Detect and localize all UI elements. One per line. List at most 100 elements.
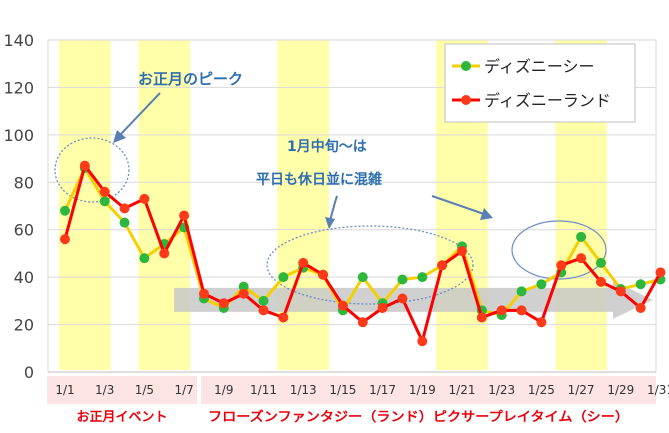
data-point — [119, 203, 130, 214]
y-tick-label: 80 — [14, 173, 34, 192]
arrow-head — [113, 130, 126, 143]
data-point — [99, 196, 110, 207]
data-point — [238, 281, 249, 292]
data-point — [337, 300, 348, 311]
x-tick-label: 1/5 — [135, 383, 154, 397]
data-point — [516, 305, 527, 316]
data-point — [417, 336, 428, 347]
data-point — [318, 269, 329, 280]
data-point — [536, 279, 547, 290]
data-point — [139, 193, 150, 204]
x-tick-label: 1/19 — [409, 383, 436, 397]
data-point — [278, 312, 289, 323]
data-point — [60, 234, 70, 245]
data-point — [198, 288, 209, 299]
y-tick-label: 140 — [3, 31, 34, 50]
data-point — [119, 217, 130, 228]
legend-swatch-marker — [461, 61, 471, 71]
x-tick-label: 1/25 — [528, 383, 555, 397]
data-point — [139, 253, 150, 264]
x-tick-label: 1/11 — [250, 383, 277, 397]
legend-label: ディズニーランド — [484, 91, 611, 110]
y-tick-label: 100 — [3, 126, 34, 145]
data-point — [595, 257, 606, 268]
data-point — [278, 272, 289, 283]
late-january-ellipse — [511, 220, 607, 280]
arrow-head — [325, 217, 335, 229]
x-tick-label: 1/27 — [568, 383, 595, 397]
data-point — [437, 260, 448, 271]
data-point — [258, 295, 269, 306]
y-tick-label: 40 — [14, 268, 34, 287]
annotation-mid-january: 1月中旬～は — [287, 138, 367, 155]
y-tick-label: 60 — [14, 221, 34, 240]
data-point — [595, 276, 606, 287]
event-band-new-year — [47, 376, 198, 404]
y-tick-labels: 0 20 40 60 80 100 120 140 — [3, 31, 34, 382]
data-point — [397, 274, 408, 285]
data-point — [536, 317, 547, 328]
data-point — [99, 186, 110, 197]
data-point — [635, 302, 646, 313]
x-tick-label: 1/9 — [214, 383, 233, 397]
x-tick-label: 1/13 — [290, 383, 317, 397]
highlight-bands — [59, 40, 607, 370]
data-point — [615, 286, 626, 297]
y-tick-label: 20 — [14, 316, 34, 335]
x-tick-label: 1/7 — [174, 383, 193, 397]
data-point — [496, 305, 507, 316]
data-point — [298, 257, 309, 268]
arrow-to-peak — [119, 92, 161, 136]
arrow-to-late-january — [431, 195, 485, 215]
y-tick-label: 120 — [3, 78, 34, 97]
event-bands: お正月イベント フローズンファンタジー（ランド）ピクサープレイタイム（シー） — [47, 376, 656, 425]
data-point — [655, 267, 666, 278]
data-point — [60, 205, 70, 216]
y-tick-label: 0 — [24, 363, 34, 382]
x-tick-label: 1/1 — [55, 383, 74, 397]
data-point — [576, 231, 587, 242]
data-point — [159, 248, 170, 259]
legend-swatch-marker — [461, 95, 471, 105]
event-label-winter: フローズンファンタジー（ランド）ピクサープレイタイム（シー） — [208, 409, 629, 425]
x-tick-labels: 1/1 1/3 1/5 1/7 1/9 1/11 1/13 1/15 1/17 1/19 1/21 1… — [55, 383, 669, 397]
peak-ellipse — [54, 137, 130, 203]
event-label-new-year: お正月イベント — [77, 410, 168, 425]
data-point — [238, 288, 249, 299]
annotation-new-year-peak: お正月のピーク — [138, 70, 243, 88]
annotation-weekday-crowding: 平日も休日並に混雑 — [256, 171, 382, 188]
mid-january-ellipse — [266, 225, 474, 305]
data-point — [576, 253, 587, 264]
data-point — [377, 302, 388, 313]
data-point — [457, 246, 467, 257]
data-point — [417, 272, 428, 283]
series-1 — [60, 160, 666, 347]
x-tick-label: 1/21 — [449, 383, 476, 397]
data-point — [258, 305, 269, 316]
emphasis-ellipses — [54, 137, 607, 305]
event-band-winter — [200, 376, 656, 404]
x-tick-label: 1/31 — [647, 383, 669, 397]
data-point — [218, 298, 229, 309]
data-point — [179, 210, 190, 221]
legend-box — [444, 43, 636, 123]
data-point — [357, 272, 368, 283]
data-point — [476, 312, 487, 323]
x-tick-label: 1/15 — [329, 383, 356, 397]
x-tick-label: 1/29 — [607, 383, 634, 397]
data-point — [397, 293, 408, 304]
x-tick-label: 1/3 — [95, 383, 114, 397]
annotation-arrows — [113, 92, 493, 229]
data-point — [357, 317, 368, 328]
data-point — [556, 260, 567, 271]
data-point — [516, 286, 527, 297]
data-point — [79, 160, 90, 171]
x-tick-label: 1/23 — [488, 383, 515, 397]
x-tick-label: 1/17 — [369, 383, 396, 397]
data-point — [635, 279, 646, 290]
arrow-head — [480, 208, 493, 220]
legend-label: ディズニーシー — [484, 57, 595, 76]
